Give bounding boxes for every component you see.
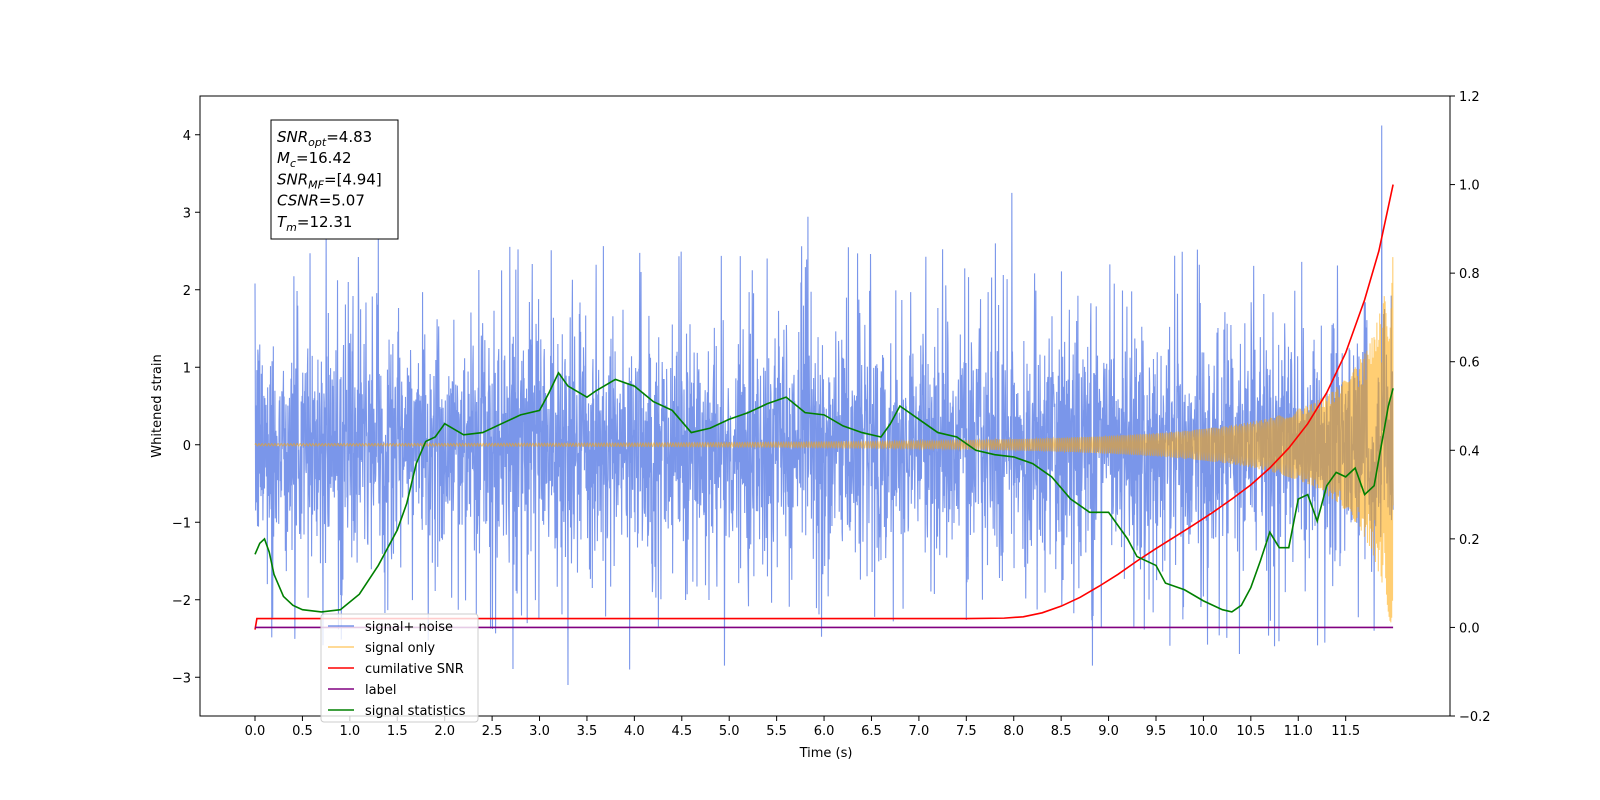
annotation-value: =16.42	[296, 149, 352, 167]
y-tick-label-right: 0.4	[1459, 444, 1480, 459]
y-tick-label-right: 0.0	[1459, 621, 1480, 636]
y-tick-label-left: −2	[172, 594, 191, 609]
annotation-box	[270, 119, 399, 240]
y-tick-label-left: 0	[183, 439, 191, 454]
annotation-symbol: CSNR	[277, 192, 319, 210]
legend-label: signal statistics	[365, 704, 466, 719]
x-tick-label: 9.5	[1146, 724, 1167, 739]
annotation-symbol: T	[277, 213, 288, 231]
annotation-subscript: opt	[308, 136, 327, 149]
x-tick-label: 11.5	[1331, 724, 1360, 739]
legend-box	[320, 613, 479, 723]
x-tick-label: 10.0	[1189, 724, 1218, 739]
x-tick-label: 0.0	[245, 724, 266, 739]
annotation-value: =12.31	[297, 213, 353, 231]
y-tick-label-right: 1.0	[1459, 179, 1480, 194]
x-tick-label: 4.5	[671, 724, 692, 739]
y-tick-label-right: −0.2	[1459, 710, 1491, 725]
x-tick-label: 7.0	[909, 724, 930, 739]
annotation-value: =5.07	[319, 192, 365, 210]
annotation-line: CSNR=5.07	[277, 192, 365, 210]
y-tick-label-right: 0.8	[1459, 267, 1480, 282]
annotation-subscript: c	[290, 157, 296, 170]
legend-label: cumilative SNR	[365, 662, 464, 677]
legend-label: signal+ noise	[365, 620, 453, 635]
series-signal-only-line	[254, 257, 1394, 623]
annotation-value: =[4.94]	[324, 170, 382, 188]
y-axis-label: Whitened strain	[150, 354, 165, 457]
legend-label: signal only	[365, 641, 435, 656]
y-tick-label-left: −3	[172, 671, 191, 686]
x-tick-label: 3.0	[529, 724, 550, 739]
y-tick-label-left: −1	[172, 516, 191, 531]
x-tick-label: 2.0	[434, 724, 455, 739]
x-tick-label: 2.5	[482, 724, 503, 739]
annotation-line: Mc=16.42	[277, 149, 352, 170]
x-tick-label: 0.5	[292, 724, 313, 739]
legend-label: label	[365, 683, 396, 698]
series-signal-noise-line	[254, 125, 1394, 686]
y-tick-label-left: 3	[183, 206, 191, 221]
annotation-symbol: SNR	[277, 170, 308, 188]
y-tick-label-left: 4	[183, 129, 191, 144]
series-signal-statistics-line	[254, 371, 1394, 613]
annotation-symbol: SNR	[277, 128, 308, 146]
x-tick-label: 7.5	[956, 724, 977, 739]
plot-frame	[199, 95, 1451, 717]
x-tick-label: 3.5	[577, 724, 598, 739]
x-axis-label: Time (s)	[799, 746, 853, 761]
x-tick-label: 6.0	[814, 724, 835, 739]
y-tick-label-left: 2	[183, 284, 191, 299]
series-cumilative-snr-line	[254, 184, 1394, 630]
x-tick-label: 5.5	[766, 724, 787, 739]
x-tick-label: 6.5	[861, 724, 882, 739]
annotation-symbol: M	[277, 149, 290, 167]
annotation-line: SNRMF=[4.94]	[277, 170, 382, 191]
x-tick-label: 9.0	[1098, 724, 1119, 739]
x-tick-label: 4.0	[624, 724, 645, 739]
annotation-line: Tm=12.31	[277, 213, 352, 234]
annotation-line: SNRopt=4.83	[277, 128, 372, 149]
x-tick-label: 8.5	[1051, 724, 1072, 739]
annotation-value: =4.83	[326, 128, 372, 146]
y-tick-label-right: 1.2	[1459, 90, 1480, 105]
annotation-subscript: MF	[308, 178, 324, 191]
x-tick-label: 1.0	[340, 724, 361, 739]
annotation-subscript: m	[286, 221, 297, 234]
x-tick-label: 1.5	[387, 724, 408, 739]
y-tick-label-right: 0.2	[1459, 533, 1480, 548]
x-tick-label: 11.0	[1284, 724, 1313, 739]
y-tick-label-right: 0.6	[1459, 356, 1480, 371]
y-tick-label-left: 1	[183, 361, 191, 376]
x-tick-label: 8.0	[1003, 724, 1024, 739]
x-tick-label: 5.0	[719, 724, 740, 739]
x-tick-label: 10.5	[1236, 724, 1265, 739]
